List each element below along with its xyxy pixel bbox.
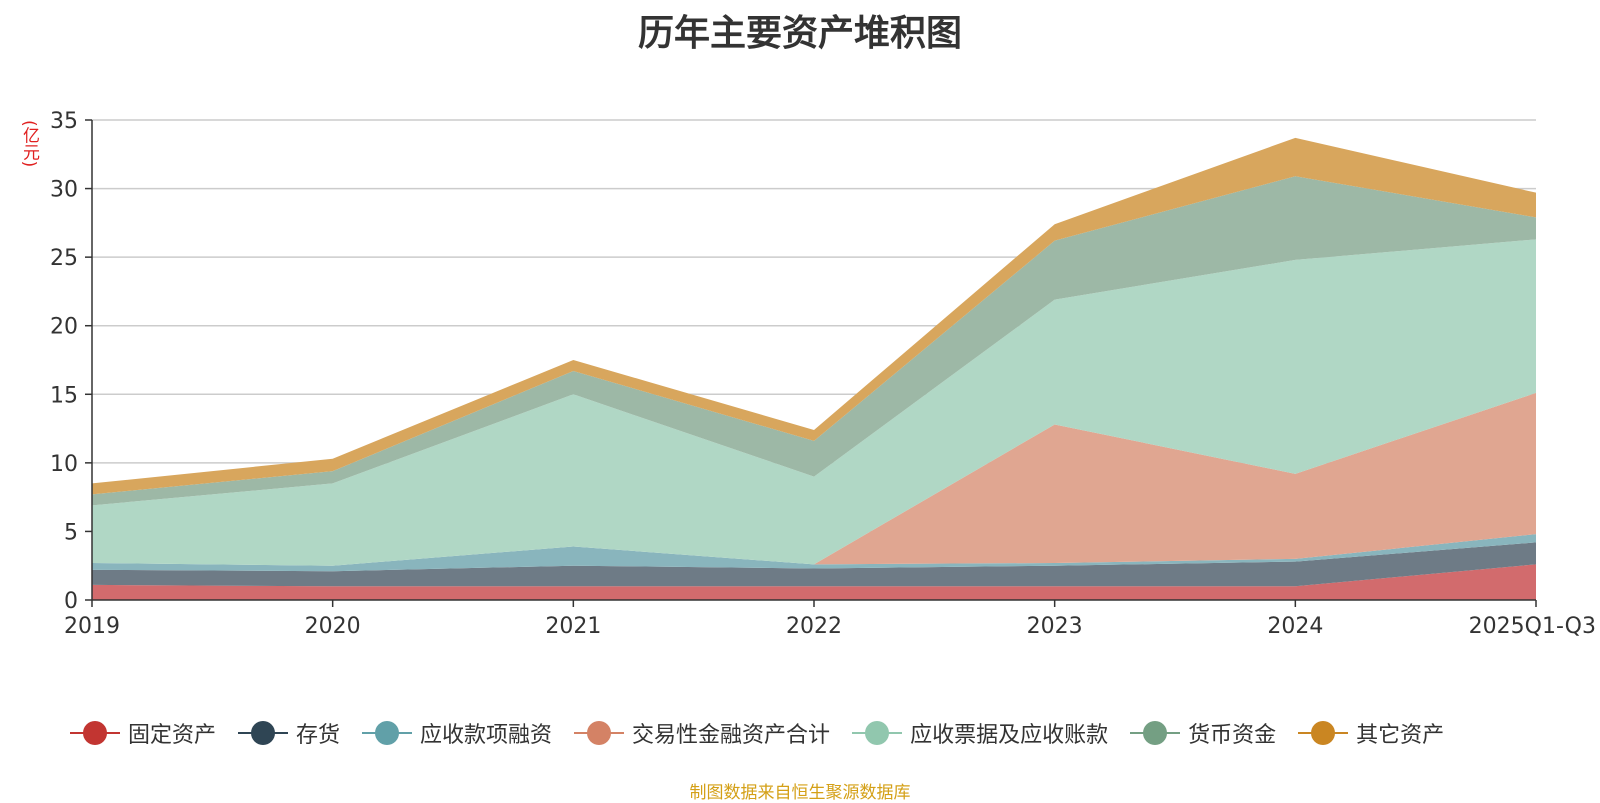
legend: 固定资产 存货 应收款项融资 交易性金融资产合计 应收票据及应收账款 货币资金 其它资产: [70, 716, 1570, 750]
legend-label: 其它资产: [1356, 723, 1445, 748]
area-series-1: [92, 542, 1536, 587]
x-tick-label: 2023: [1027, 614, 1083, 639]
x-tick-label: 2022: [786, 614, 842, 639]
legend-label: 存货: [296, 723, 341, 748]
source-note: 制图数据来自恒生聚源数据库: [689, 783, 911, 803]
legend-marker-icon: [574, 721, 625, 745]
legend-marker-icon: [362, 721, 413, 745]
y-tick-label: 30: [50, 178, 78, 203]
area-series-3: [92, 392, 1536, 566]
legend-label: 固定资产: [128, 723, 217, 748]
legend-marker-icon: [1298, 721, 1349, 745]
legend-item-4[interactable]: 应收票据及应收账款: [852, 717, 1108, 749]
chart-title: 历年主要资产堆积图: [637, 13, 962, 54]
y-tick-label: 10: [50, 452, 78, 477]
tick-labels: 0 5 10 15 20 25 30 35 2019 2020 2021 2022 2023 2024 20…: [50, 109, 1596, 639]
legend-marker-icon: [852, 721, 903, 745]
area-series: [92, 137, 1536, 600]
legend-marker-icon: [1130, 721, 1181, 745]
y-axis-unit-label: (亿元): [19, 120, 39, 168]
legend-marker-icon: [238, 721, 289, 745]
y-tick-label: 5: [64, 520, 78, 545]
legend-label: 交易性金融资产合计: [632, 723, 831, 748]
legend-item-3[interactable]: 交易性金融资产合计: [574, 717, 830, 749]
x-tick-label: 2020: [305, 614, 361, 639]
legend-label: 应收款项融资: [420, 723, 553, 748]
area-series-5: [92, 176, 1536, 506]
area-series-6: [92, 137, 1536, 495]
x-tick-label: 2024: [1267, 614, 1323, 639]
x-tick-label: 2019: [64, 614, 120, 639]
legend-item-2[interactable]: 应收款项融资: [362, 717, 552, 749]
legend-item-5[interactable]: 货币资金: [1130, 717, 1276, 749]
legend-item-6[interactable]: 其它资产: [1298, 717, 1444, 749]
axes: [85, 119, 1537, 607]
x-tick-label: 2021: [545, 614, 601, 639]
area-series-2: [92, 534, 1536, 572]
legend-label: 货币资金: [1188, 723, 1277, 748]
y-tick-label: 0: [64, 589, 78, 614]
legend-item-0[interactable]: 固定资产: [70, 717, 216, 749]
legend-marker-icon: [70, 721, 120, 745]
y-tick-label: 25: [50, 246, 78, 271]
y-tick-label: 20: [50, 315, 78, 340]
area-series-4: [92, 239, 1536, 566]
legend-label: 应收票据及应收账款: [910, 723, 1109, 748]
y-tick-label: 35: [50, 109, 78, 134]
area-series-0: [92, 564, 1536, 600]
y-tick-label: 15: [50, 383, 78, 408]
legend-item-1[interactable]: 存货: [238, 717, 340, 749]
x-tick-label: 2025Q1-Q3: [1469, 614, 1596, 639]
